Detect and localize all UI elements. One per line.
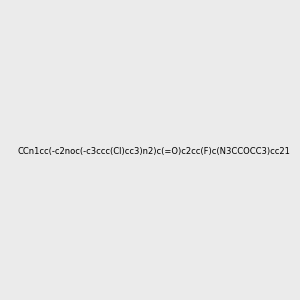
Text: CCn1cc(-c2noc(-c3ccc(Cl)cc3)n2)c(=O)c2cc(F)c(N3CCOCC3)cc21: CCn1cc(-c2noc(-c3ccc(Cl)cc3)n2)c(=O)c2cc… xyxy=(17,147,290,156)
